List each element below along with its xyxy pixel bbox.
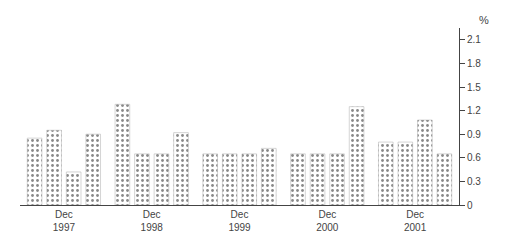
svg-text:0.9: 0.9 [467,129,481,140]
svg-text:0.3: 0.3 [467,176,481,187]
svg-text:0: 0 [467,200,473,211]
svg-text:Dec1999: Dec1999 [228,209,251,233]
svg-text:Dec2000: Dec2000 [316,209,339,233]
svg-text:1.5: 1.5 [467,82,481,93]
svg-text:1.2: 1.2 [467,105,481,116]
svg-text:Dec1997: Dec1997 [53,209,76,233]
svg-text:1.8: 1.8 [467,58,481,69]
svg-text:2.1: 2.1 [467,34,481,45]
svg-text:Dec2001: Dec2001 [404,209,427,233]
svg-text:%: % [479,14,489,26]
svg-text:Dec1998: Dec1998 [141,209,164,233]
svg-text:0.6: 0.6 [467,152,481,163]
